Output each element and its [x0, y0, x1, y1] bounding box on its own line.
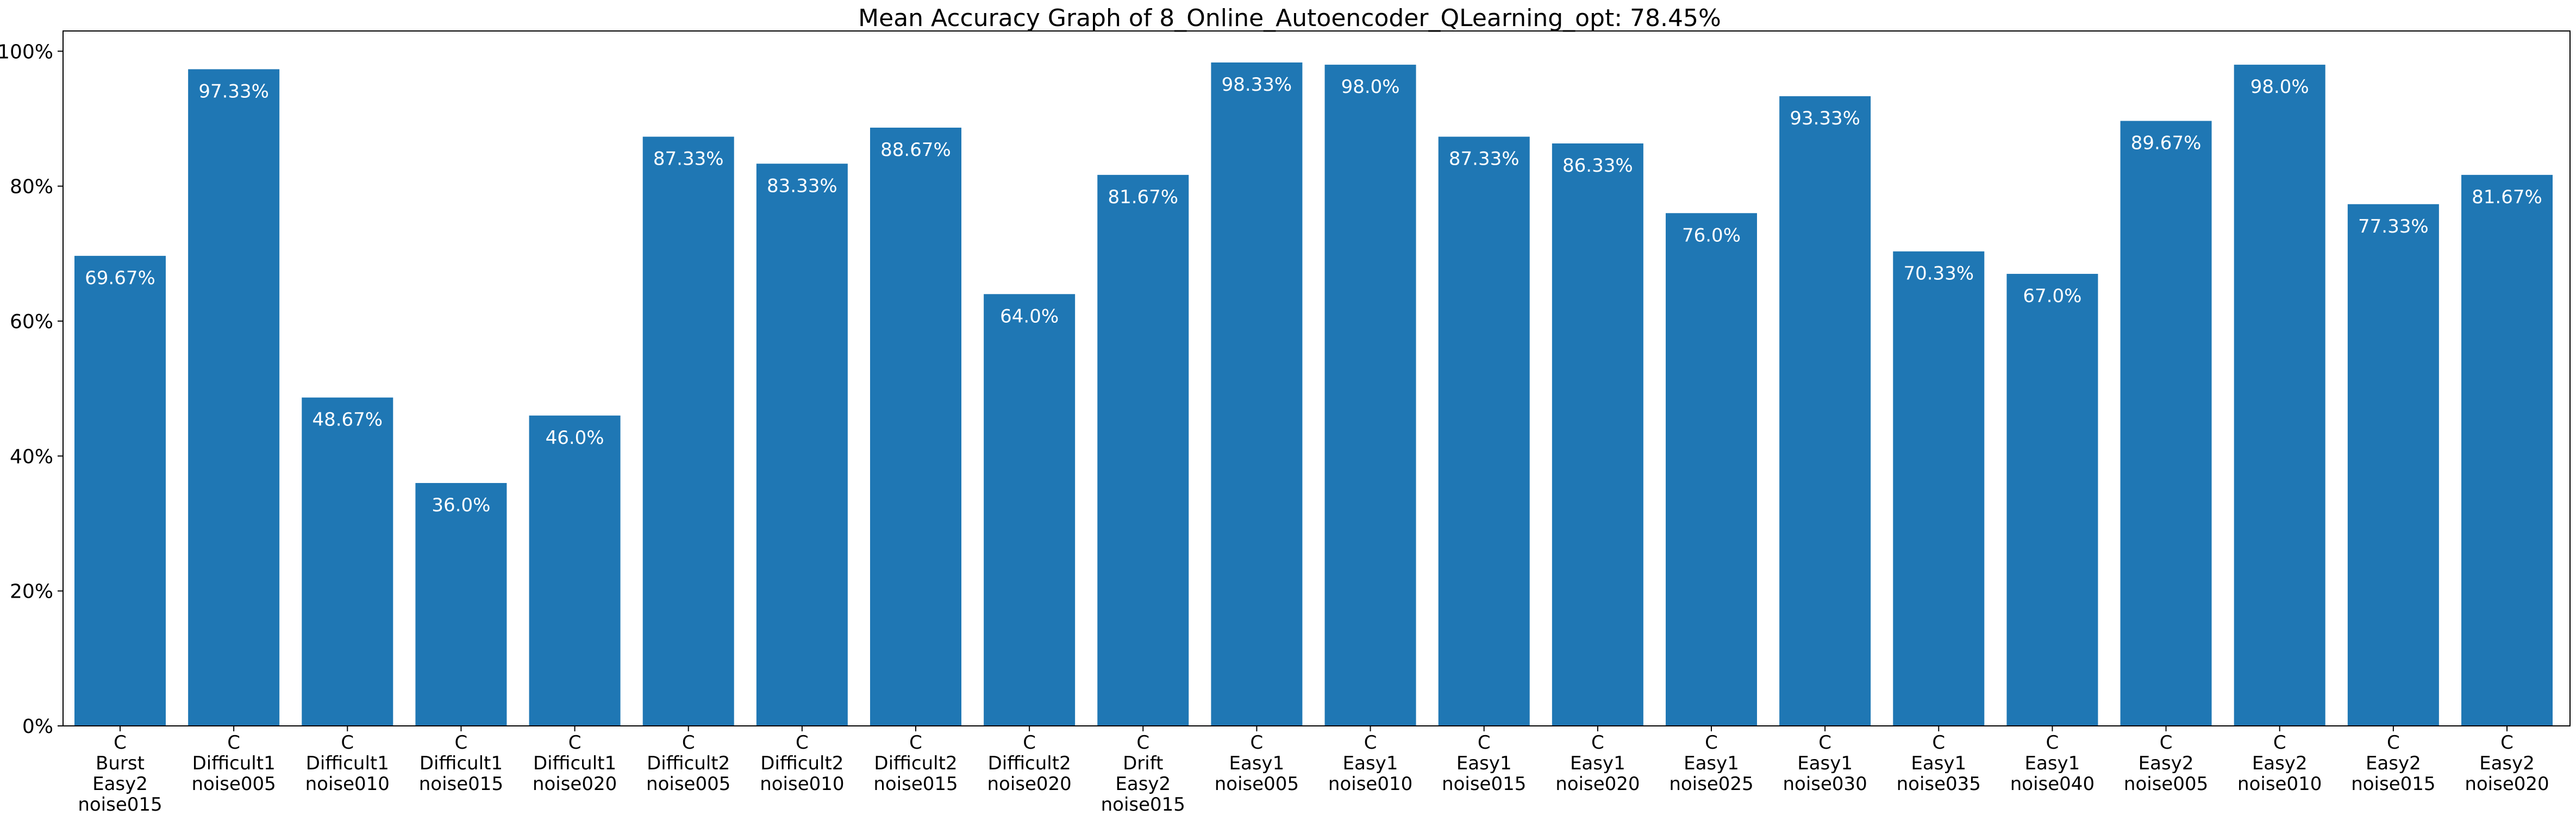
y-tick-label: 60% [10, 311, 53, 333]
bar-value-label: 67.0% [2023, 285, 2081, 307]
bar-value-label: 81.67% [1108, 186, 1178, 208]
y-axis-ticks: 0% 20% 40% 60% 80% 100% [0, 41, 63, 738]
bar [642, 136, 734, 726]
x-tick-label: C Difficult2 noise020 [987, 732, 1071, 795]
x-tick-label: C Difficult1 noise015 [419, 732, 503, 795]
y-tick-label: 0% [22, 716, 53, 738]
bar [2461, 174, 2553, 726]
bar-value-label: 46.0% [546, 427, 604, 449]
bar [1211, 62, 1303, 726]
bar [529, 415, 621, 726]
x-tick-label: C Difficult1 noise010 [305, 732, 390, 795]
bar-value-label: 70.33% [1903, 263, 1974, 285]
x-tick-label: C Easy1 noise020 [1555, 732, 1640, 795]
x-tick-label: C Easy1 noise015 [1442, 732, 1526, 795]
y-tick-label: 100% [0, 41, 53, 63]
x-tick-label: C Difficult2 noise015 [873, 732, 958, 795]
x-tick-label: C Easy1 noise040 [2010, 732, 2094, 795]
bar [74, 255, 166, 726]
bar-value-label: 48.67% [312, 409, 383, 431]
bar-value-label: 97.33% [198, 80, 269, 102]
x-tick-label: C Easy1 noise010 [1328, 732, 1412, 795]
bar [1324, 65, 1416, 726]
bar [756, 164, 848, 726]
bar-value-label: 87.33% [1449, 148, 1520, 170]
x-tick-label: C Easy1 noise030 [1783, 732, 1867, 795]
x-tick-label: C Drift Easy2 noise015 [1101, 732, 1185, 815]
x-tick-label: C Difficult2 noise005 [646, 732, 730, 795]
x-tick-label: C Difficult1 noise005 [191, 732, 276, 795]
plot-area-frame [62, 30, 2571, 726]
bar-value-label: 83.33% [767, 175, 837, 197]
bar [870, 127, 961, 726]
bar [415, 482, 507, 726]
bar [1438, 136, 1530, 726]
x-tick-label: C Easy1 noise005 [1215, 732, 1299, 795]
x-tick-label: C Difficult2 noise010 [760, 732, 844, 795]
bar-value-label: 81.67% [2472, 186, 2542, 208]
x-tick-label: C Easy1 noise035 [1897, 732, 1981, 795]
y-tick-label: 80% [10, 176, 53, 198]
x-tick-label: C Easy2 noise020 [2465, 732, 2549, 795]
bar [188, 69, 280, 726]
x-tick-label: C Easy2 noise005 [2124, 732, 2208, 795]
y-tick-label: 20% [10, 581, 53, 603]
x-tick-label: C Difficult1 noise020 [533, 732, 617, 795]
x-axis-ticks: C Burst Easy2 noise015 C Difficult1 noise005 C D… [78, 726, 2549, 815]
bar-value-label: 89.67% [2131, 133, 2202, 154]
bar [1666, 213, 1757, 726]
bar-value-label: 76.0% [1682, 224, 1741, 246]
bar-value-label: 86.33% [1562, 155, 1633, 177]
bar-value-label: 93.33% [1790, 108, 1860, 129]
bar [2347, 204, 2439, 726]
x-tick-label: C Easy2 noise010 [2237, 732, 2322, 795]
chart-title: Mean Accuracy Graph of 8_Online_Autoenco… [858, 4, 1721, 32]
bar [1779, 96, 1871, 726]
bar [984, 294, 1076, 726]
bar [2006, 274, 2098, 726]
y-tick-label: 40% [10, 446, 53, 468]
bar-value-label: 77.33% [2358, 216, 2429, 237]
bar [1097, 174, 1189, 726]
bar [1893, 251, 1985, 726]
bar-value-label: 98.0% [1341, 76, 1400, 98]
x-tick-label: C Easy1 noise025 [1669, 732, 1753, 795]
bar [1552, 143, 1643, 726]
bar [2120, 121, 2212, 726]
bar-value-label: 98.33% [1222, 74, 1292, 96]
bar-value-label: 88.67% [880, 139, 951, 161]
x-tick-label: C Easy2 noise015 [2351, 732, 2435, 795]
bar-value-label: 87.33% [653, 148, 724, 170]
bar-value-label: 36.0% [432, 494, 490, 516]
bars-layer: 69.67% 97.33% 48.67% 36.0% 46.0% 87.33% 83.33%… [74, 62, 2553, 726]
bar [2234, 65, 2325, 726]
bar [302, 397, 393, 726]
bar-value-label: 64.0% [1000, 305, 1059, 327]
bar-value-label: 98.0% [2250, 76, 2309, 98]
bar-value-label: 69.67% [85, 267, 155, 289]
x-tick-label: C Burst Easy2 noise015 [78, 732, 162, 815]
